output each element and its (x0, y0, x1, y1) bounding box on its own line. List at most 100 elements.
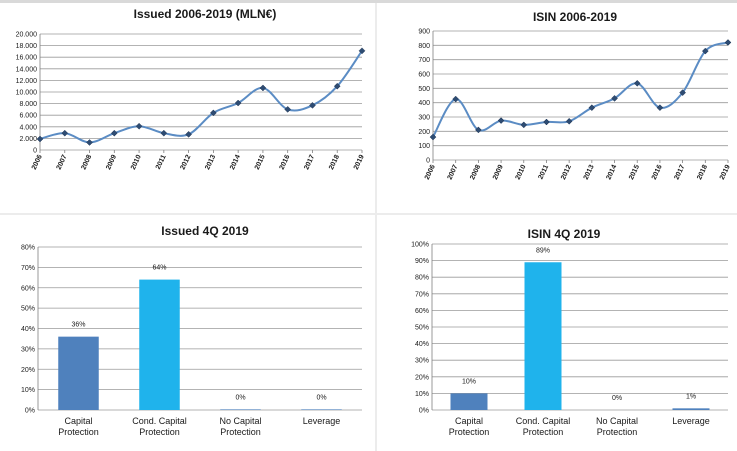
y-tick-label: 18.000 (16, 43, 38, 50)
y-tick-label: 90% (415, 258, 429, 265)
x-tick-label: 2006 (31, 154, 44, 171)
data-point (656, 104, 664, 112)
y-tick-label: 50% (415, 325, 429, 332)
x-tick-label: 2017 (674, 164, 687, 181)
y-tick-label: 800 (418, 43, 430, 50)
category-label: Leverage (672, 416, 710, 426)
x-tick-label: 2013 (583, 164, 596, 181)
x-tick-label: 2013 (204, 154, 217, 171)
data-label: 0% (316, 394, 326, 401)
data-point (633, 79, 641, 87)
category-label: Protection (523, 427, 564, 437)
category-label: Leverage (303, 416, 341, 426)
y-tick-label: 70% (415, 291, 429, 298)
data-point (611, 95, 618, 102)
bar (450, 393, 488, 410)
data-point (475, 126, 482, 134)
data-label: 0% (612, 395, 622, 402)
bar (301, 409, 342, 410)
y-tick-label: 700 (418, 57, 430, 64)
category-label: Protection (58, 427, 99, 437)
chart-title: Issued 2006-2019 (MLN€) (134, 7, 277, 21)
y-tick-label: 80% (415, 275, 429, 282)
category-label: Cond. Capital (516, 416, 571, 426)
x-tick-label: 2010 (515, 164, 528, 181)
issued-line-chart-panel: Issued 2006-2019 (MLN€) 0 2.000 4.000 6.000 8… (0, 3, 372, 211)
y-tick-label: 70% (21, 265, 35, 272)
y-tick-label: 80% (21, 245, 35, 252)
y-tick-label: 8.000 (19, 101, 37, 108)
category-label: No Capital (596, 416, 638, 426)
y-tick-label: 60% (21, 285, 35, 292)
category-label: No Capital (219, 416, 261, 426)
x-tick-label: 2014 (605, 164, 618, 181)
y-tick-label: 100% (411, 242, 429, 249)
y-tick-label: 16.000 (16, 55, 38, 62)
x-tick-label: 2019 (719, 164, 732, 181)
data-label: 89% (536, 247, 550, 254)
y-tick-label: 0% (25, 408, 35, 415)
data-point (135, 122, 143, 130)
y-tick-label: 30% (415, 358, 429, 365)
x-tick-label: 2018 (696, 164, 709, 181)
x-tick-label: 2007 (447, 164, 460, 181)
y-tick-label: 2.000 (19, 136, 37, 143)
x-tick-label: 2011 (155, 154, 168, 171)
y-tick-label: 200 (418, 129, 430, 136)
isin-line-chart-panel: ISIN 2006-2019 0 100 200 300 400 500 600 700 800 9… (379, 3, 737, 211)
y-tick-label: 0% (419, 408, 429, 415)
data-label: 0% (235, 394, 245, 401)
category-label: Capital (455, 416, 483, 426)
y-tick-label: 40% (21, 326, 35, 333)
x-tick-label: 2019 (353, 154, 366, 171)
data-point (701, 47, 709, 55)
bar (524, 262, 562, 410)
data-point (429, 133, 437, 141)
issued-bar-chart: Issued 4Q 2019 0% 10% 20% 30% 40% 50% 60% 70% 80%… (21, 224, 362, 437)
x-tick-label: 2015 (254, 154, 267, 171)
vertical-divider (375, 3, 377, 451)
y-tick-label: 12.000 (16, 78, 38, 85)
x-tick-label: 2015 (628, 164, 641, 181)
data-point (160, 129, 168, 137)
y-tick-label: 0 (33, 148, 37, 155)
data-point (679, 89, 686, 96)
category-label: Capital (64, 416, 92, 426)
y-tick-label: 500 (418, 86, 430, 93)
category-label: Protection (449, 427, 490, 437)
y-tick-label: 4.000 (19, 124, 37, 131)
category-label: Protection (597, 427, 638, 437)
x-tick-label: 2016 (279, 154, 292, 171)
y-tick-label: 20.000 (16, 32, 38, 39)
bar (58, 336, 99, 410)
x-tick-label: 2006 (424, 164, 437, 181)
data-point (520, 121, 528, 129)
data-point (333, 82, 341, 90)
isin-bar-chart: ISIN 4Q 2019 0% 10% 20% 30% 40% 50% 60% 70% 80% 90… (411, 227, 728, 437)
y-tick-label: 10% (415, 391, 429, 398)
data-point (259, 84, 267, 92)
chart-title: ISIN 2006-2019 (533, 10, 617, 24)
issued-line-chart: Issued 2006-2019 (MLN€) 0 2.000 4.000 6.000 8… (16, 7, 366, 171)
y-tick-label: 0 (426, 158, 430, 165)
issued-bar-chart-panel: Issued 4Q 2019 0% 10% 20% 30% 40% 50% 60% 70% 80%… (0, 218, 372, 451)
x-tick-label: 2017 (303, 154, 316, 171)
data-point (724, 39, 732, 46)
y-tick-label: 6.000 (19, 113, 37, 120)
y-tick-label: 20% (21, 367, 35, 374)
data-point (588, 104, 596, 112)
y-tick-label: 400 (418, 100, 430, 107)
y-tick-label: 10.000 (16, 90, 38, 97)
category-label: Protection (220, 427, 261, 437)
data-point (210, 109, 217, 117)
chart-title: ISIN 4Q 2019 (528, 227, 601, 241)
data-label: 1% (686, 393, 696, 400)
data-point (543, 118, 550, 126)
x-tick-label: 2011 (538, 164, 551, 181)
top-border (0, 0, 737, 3)
data-label: 64% (152, 265, 166, 272)
data-point (36, 135, 44, 143)
category-label: Protection (139, 427, 180, 437)
x-tick-label: 2008 (80, 154, 93, 171)
x-tick-label: 2012 (560, 164, 573, 181)
